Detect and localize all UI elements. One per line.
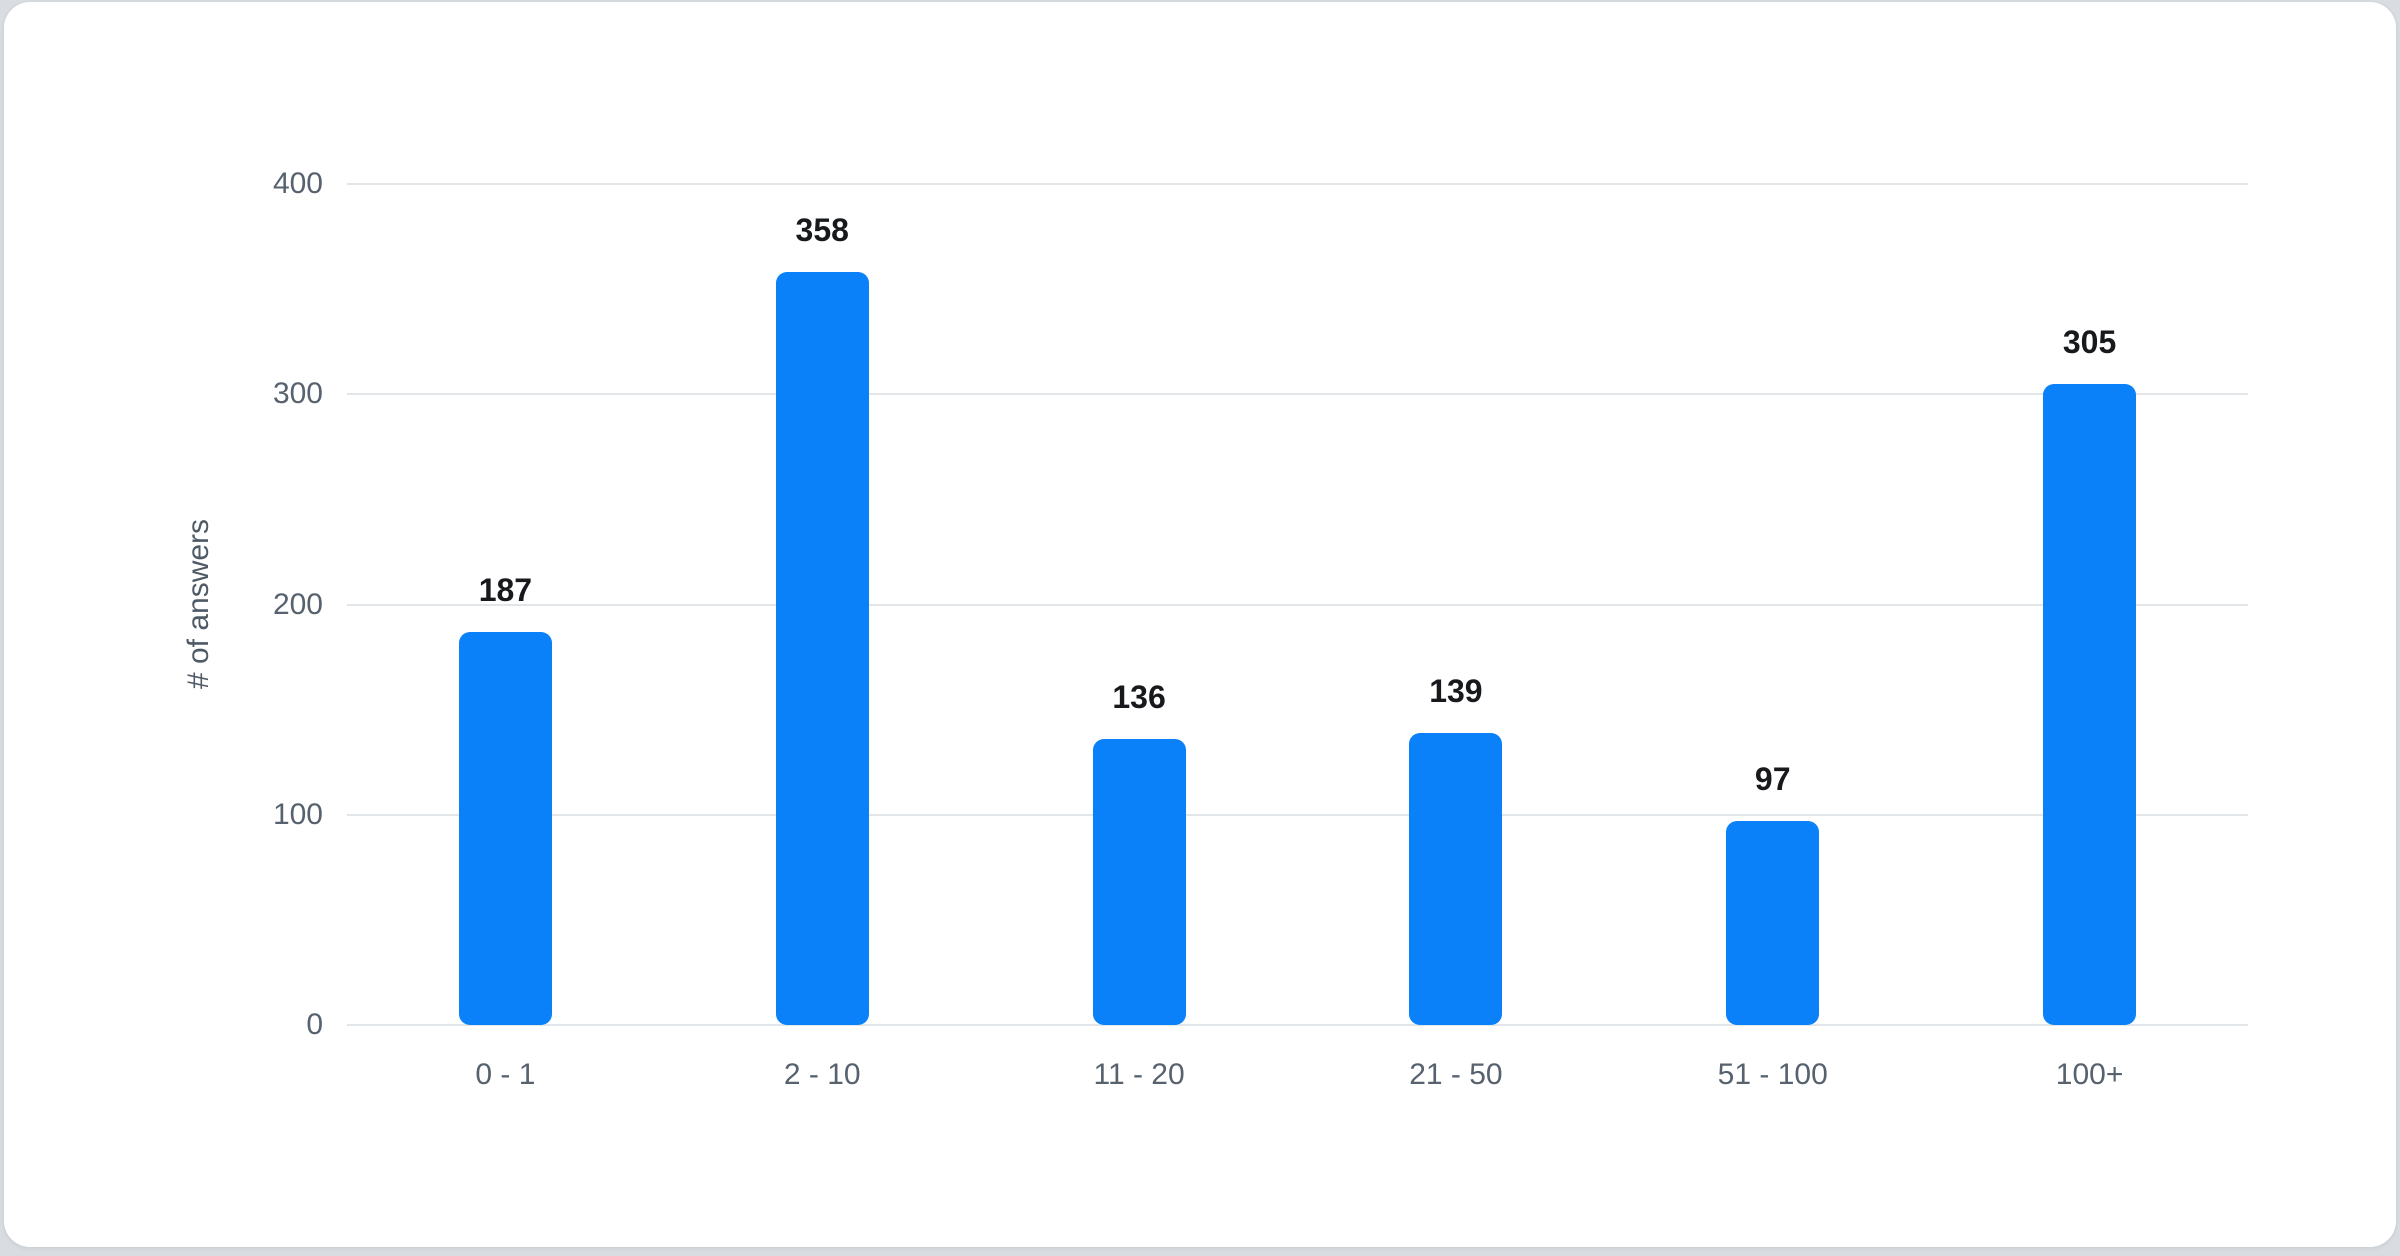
gridline: 300 [273, 379, 2248, 409]
bar-slot: 136 [981, 184, 1298, 1025]
value-label: 136 [1112, 679, 1166, 716]
plot-area: 400 300 200 100 0 187 358 136 139 97 305 [273, 169, 2248, 1040]
x-tick-label: 21 - 50 [1409, 1058, 1503, 1091]
bar-slot: 97 [1614, 184, 1931, 1025]
y-axis-title: # of answers [182, 518, 215, 690]
y-tick-label: 0 [306, 1008, 323, 1041]
y-tick-label: 400 [272, 167, 323, 200]
x-tick-label: 0 - 1 [475, 1058, 536, 1091]
x-tick-label: 2 - 10 [783, 1058, 861, 1091]
category-row: 0 - 1 2 - 10 11 - 20 21 - 50 51 - 100 100+ [347, 1059, 2248, 1091]
bar-slot: 187 [347, 184, 664, 1025]
value-label: 187 [478, 571, 533, 608]
x-tick-label: 11 - 20 [1093, 1058, 1185, 1091]
gridline: 400 [273, 169, 2248, 199]
x-tick-label: 51 - 100 [1717, 1058, 1828, 1091]
bars-row: 187 358 136 139 97 305 [347, 184, 2248, 1025]
bar: 187 [458, 574, 552, 1025]
gridline: 100 [273, 799, 2248, 829]
value-label: 305 [2062, 323, 2117, 360]
gridline: 0 [306, 1010, 2248, 1040]
value-label: 358 [795, 212, 849, 249]
y-tick-label: 300 [272, 377, 323, 411]
bar-slot: 358 [664, 184, 981, 1025]
bar: 358 [775, 214, 869, 1025]
y-tick-label: 100 [272, 797, 323, 831]
bar: 305 [2043, 326, 2137, 1025]
value-label: 139 [1429, 672, 1483, 709]
bar: 97 [1726, 763, 1820, 1025]
y-tick-label: 200 [272, 587, 323, 621]
bar: 136 [1092, 681, 1186, 1025]
x-tick-label: 100+ [2055, 1058, 2124, 1091]
value-label: 97 [1754, 761, 1791, 798]
gridline: 200 [273, 589, 2248, 619]
chart-card: # of answers 400 300 200 100 0 187 358 136 139 9… [4, 2, 2396, 1247]
bar: 139 [1409, 675, 1503, 1025]
bar-slot: 139 [1297, 184, 1614, 1025]
bar-slot: 305 [1931, 184, 2248, 1025]
